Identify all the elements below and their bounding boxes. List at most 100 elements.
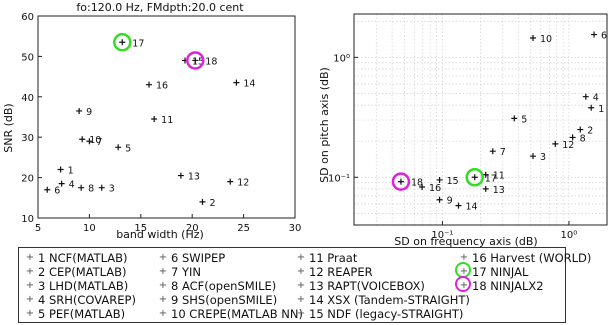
legend-item: +13 RAPT(VOICEBOX) <box>296 279 470 293</box>
left-x-tick-label: 5 <box>35 223 41 234</box>
left-point-7 <box>86 138 93 145</box>
legend-label: 6 SWIPEP <box>171 251 226 265</box>
left-point-label-12: 12 <box>237 178 249 189</box>
right-point-label-11: 11 <box>493 171 505 182</box>
left-chart-title: fo:120.0 Hz, FMdpth:20.0 cent <box>76 1 244 14</box>
left-point-label-10: 10 <box>89 135 101 146</box>
legend-label: 8 ACF(openSMILE) <box>171 279 277 293</box>
right-point-11 <box>482 171 489 178</box>
legend-label: 18 NINJALX2 <box>472 279 544 293</box>
right-point-15 <box>436 176 443 183</box>
left-point-label-15: 15 <box>192 56 204 67</box>
legend-label: 2 CEP(MATLAB) <box>38 265 127 279</box>
right-point-2 <box>577 126 584 133</box>
right-point-label-10: 10 <box>540 34 552 45</box>
right-scatter-plot: 10⁻¹ 10⁰10⁻¹10⁰12345678910111213141516171… <box>328 13 608 241</box>
legend-marker-icon: + <box>459 252 469 263</box>
legend-marker-icon: + <box>25 280 35 291</box>
legend-label: 11 Praat <box>309 251 358 265</box>
legend-item: +18 NINJALX2 <box>455 276 591 293</box>
legend-item: +14 XSX (Tandem-STRAIGHT) <box>296 293 470 307</box>
left-point-label-4: 4 <box>69 180 75 191</box>
legend-marker-icon: + <box>158 294 168 305</box>
right-point-14 <box>455 202 462 209</box>
left-x-tick-label: 10 <box>83 223 96 234</box>
right-point-label-12: 12 <box>562 140 574 151</box>
left-point-17 <box>119 39 126 46</box>
right-point-13 <box>482 185 489 192</box>
right-point-label-9: 9 <box>447 196 453 207</box>
left-point-14 <box>233 79 240 86</box>
legend-item: +8 ACF(openSMILE) <box>158 279 303 293</box>
legend-marker-icon: + <box>158 252 168 263</box>
left-point-label-6: 6 <box>54 186 60 197</box>
right-point-label-17: 17 <box>485 173 497 184</box>
left-point-8 <box>78 184 85 191</box>
legend-label: 13 RAPT(VOICEBOX) <box>309 279 425 293</box>
right-point-label-5: 5 <box>521 114 527 125</box>
right-point-3 <box>529 153 536 160</box>
legend-item: +9 SHS(openSMILE) <box>158 293 303 307</box>
legend-item: +16 Harvest (WORLD) <box>459 251 592 265</box>
right-point-8 <box>569 134 576 141</box>
right-point-4 <box>582 93 589 100</box>
right-point-10 <box>529 35 536 42</box>
right-point-label-14: 14 <box>465 202 477 213</box>
right-point-1 <box>588 104 595 111</box>
right-point-17 <box>471 174 478 181</box>
left-point-4 <box>58 180 65 187</box>
right-x-axis-label: SD on frequency axis (dB) <box>394 235 537 248</box>
legend-column: +11 Praat +12 REAPER +13 RAPT(VOICEBOX) +14… <box>296 251 470 321</box>
legend-label: 7 YIN <box>171 265 201 279</box>
legend-marker-icon: + <box>25 252 35 263</box>
right-plot-frame <box>353 13 608 226</box>
right-point-9 <box>436 196 443 203</box>
legend-label: 17 NINJAL <box>472 265 529 279</box>
legend-label: 15 NDF (legacy-STRAIGHT) <box>309 307 464 321</box>
right-point-label-6: 6 <box>601 31 607 42</box>
legend-marker-icon: + <box>296 294 306 305</box>
right-point-6 <box>591 31 598 38</box>
right-highlight-ring-18 <box>391 172 411 191</box>
legend-label: 9 SHS(openSMILE) <box>171 293 278 307</box>
left-point-10 <box>79 136 86 143</box>
legend-item: +5 PEF(MATLAB) <box>25 307 136 321</box>
left-point-6 <box>44 186 51 193</box>
legend-item: +11 Praat <box>296 251 470 265</box>
left-x-tick-label: 30 <box>289 223 302 234</box>
left-y-tick-label: 60 <box>21 12 34 23</box>
left-point-3 <box>98 184 105 191</box>
right-point-label-2: 2 <box>587 126 593 137</box>
legend-item: +4 SRH(COVAREP) <box>25 293 136 307</box>
right-point-label-7: 7 <box>500 147 506 158</box>
right-point-label-18: 18 <box>411 178 423 189</box>
legend-label: 12 REAPER <box>309 265 373 279</box>
right-point-16 <box>419 183 426 190</box>
legend-marker-icon: + <box>296 252 306 263</box>
left-point-label-7: 7 <box>96 137 102 148</box>
legend-marker-icon: + <box>25 308 35 319</box>
left-point-label-8: 8 <box>88 184 94 195</box>
legend-marker-icon: + <box>296 308 306 319</box>
legend-column: +6 SWIPEP +7 YIN +8 ACF(openSMILE) +9 SHS(o… <box>158 251 303 321</box>
legend-item: +2 CEP(MATLAB) <box>25 265 136 279</box>
right-point-12 <box>552 140 559 147</box>
legend-label: 5 PEF(MATLAB) <box>38 307 126 321</box>
left-point-2 <box>199 198 206 205</box>
left-point-label-1: 1 <box>68 166 74 177</box>
left-point-label-11: 11 <box>161 115 173 126</box>
right-x-tick-label: 10⁻¹ <box>431 230 453 241</box>
legend-label: 4 SRH(COVAREP) <box>38 293 136 307</box>
right-point-7 <box>489 148 496 155</box>
legend-item: +3 LHD(MATLAB) <box>25 279 136 293</box>
left-point-label-16: 16 <box>156 81 168 92</box>
legend-marker-icon: + <box>25 294 35 305</box>
left-x-tick-label: 20 <box>186 223 199 234</box>
left-point-9 <box>76 107 83 114</box>
right-point-label-1: 1 <box>598 104 604 115</box>
left-point-12 <box>227 178 234 185</box>
left-y-tick-label: 20 <box>21 174 34 185</box>
left-y-tick-label: 30 <box>21 133 34 144</box>
left-point-16 <box>146 81 153 88</box>
